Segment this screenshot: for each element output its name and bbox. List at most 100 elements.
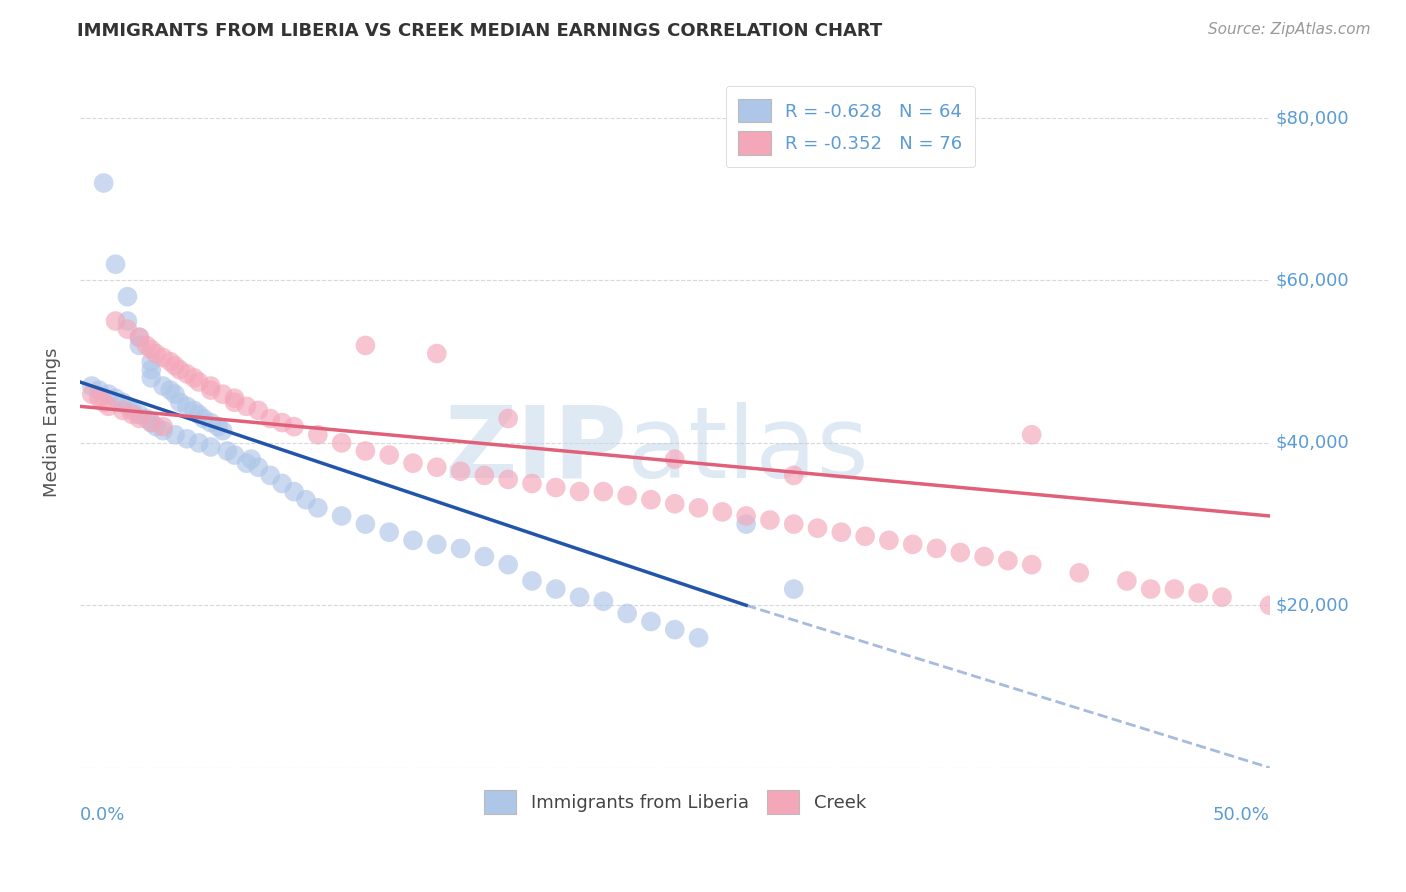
Point <box>200 440 222 454</box>
Point <box>104 314 127 328</box>
Point <box>354 517 377 532</box>
Point <box>806 521 828 535</box>
Point <box>295 492 318 507</box>
Point <box>283 484 305 499</box>
Point <box>187 435 209 450</box>
Y-axis label: Median Earnings: Median Earnings <box>44 348 60 498</box>
Point <box>117 400 139 414</box>
Point <box>759 513 782 527</box>
Point <box>830 525 852 540</box>
Point <box>128 330 150 344</box>
Point <box>141 343 163 357</box>
Point <box>474 468 496 483</box>
Point <box>165 427 187 442</box>
Point <box>688 500 710 515</box>
Point <box>141 354 163 368</box>
Point <box>152 379 174 393</box>
Point <box>402 533 425 548</box>
Point <box>121 403 143 417</box>
Text: Source: ZipAtlas.com: Source: ZipAtlas.com <box>1208 22 1371 37</box>
Point <box>104 391 127 405</box>
Point <box>159 383 181 397</box>
Point <box>1139 582 1161 596</box>
Point <box>616 607 638 621</box>
Point <box>145 346 167 360</box>
Point <box>520 574 543 588</box>
Point <box>169 363 191 377</box>
Point <box>80 387 103 401</box>
Text: $80,000: $80,000 <box>1275 109 1350 127</box>
Point <box>207 419 229 434</box>
Point <box>176 432 198 446</box>
Point <box>117 290 139 304</box>
Point <box>235 456 257 470</box>
Point <box>307 500 329 515</box>
Point <box>783 582 806 596</box>
Point <box>378 448 401 462</box>
Point <box>247 460 270 475</box>
Point <box>259 468 281 483</box>
Point <box>141 416 163 430</box>
Point <box>616 489 638 503</box>
Point <box>735 517 758 532</box>
Point <box>544 582 567 596</box>
Point <box>135 338 157 352</box>
Point <box>176 367 198 381</box>
Point <box>104 257 127 271</box>
Point <box>307 427 329 442</box>
Point <box>193 411 215 425</box>
Point <box>152 351 174 365</box>
Point <box>592 594 614 608</box>
Point <box>211 424 233 438</box>
Point <box>877 533 900 548</box>
Point <box>354 338 377 352</box>
Point <box>330 435 353 450</box>
Point <box>141 363 163 377</box>
Legend: Immigrants from Liberia, Creek: Immigrants from Liberia, Creek <box>477 783 873 821</box>
Point <box>80 379 103 393</box>
Point <box>496 472 519 486</box>
Point <box>183 403 205 417</box>
Point <box>378 525 401 540</box>
Point <box>152 424 174 438</box>
Point <box>544 481 567 495</box>
Point <box>496 558 519 572</box>
Point <box>283 419 305 434</box>
Point <box>200 416 222 430</box>
Point <box>187 408 209 422</box>
Point <box>402 456 425 470</box>
Point <box>259 411 281 425</box>
Point <box>520 476 543 491</box>
Point <box>224 448 246 462</box>
Point <box>141 371 163 385</box>
Point <box>901 537 924 551</box>
Point <box>568 590 591 604</box>
Point <box>1021 558 1043 572</box>
Point <box>128 408 150 422</box>
Point <box>217 444 239 458</box>
Point <box>450 464 472 478</box>
Point <box>97 400 120 414</box>
Point <box>135 411 157 425</box>
Point <box>211 387 233 401</box>
Point <box>1258 599 1281 613</box>
Point <box>496 411 519 425</box>
Point <box>426 537 449 551</box>
Point <box>117 314 139 328</box>
Point <box>97 387 120 401</box>
Point <box>640 492 662 507</box>
Point <box>247 403 270 417</box>
Point <box>87 391 110 405</box>
Text: atlas: atlas <box>627 401 869 499</box>
Point <box>183 371 205 385</box>
Point <box>165 387 187 401</box>
Point <box>949 545 972 559</box>
Point <box>128 338 150 352</box>
Point <box>169 395 191 409</box>
Point <box>426 460 449 475</box>
Point <box>176 400 198 414</box>
Point <box>1187 586 1209 600</box>
Point <box>925 541 948 556</box>
Point <box>128 411 150 425</box>
Point <box>1021 427 1043 442</box>
